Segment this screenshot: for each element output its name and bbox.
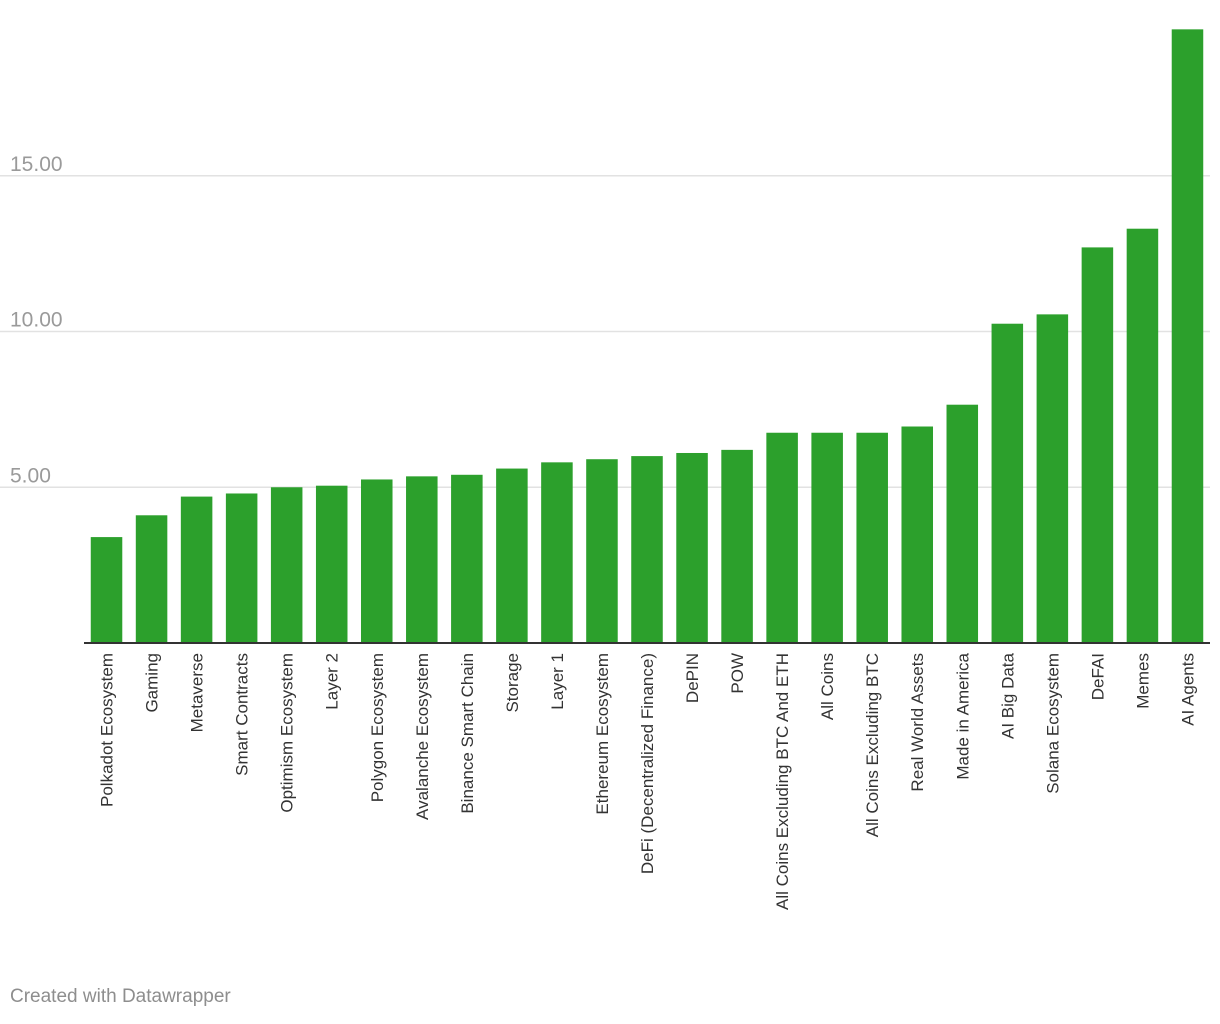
footer-credit: Created with Datawrapper: [10, 986, 231, 1007]
bar-20: [991, 323, 1024, 643]
chart-canvas: 5.00 10.00 15.00 Polkadot Ecosystem Gaming M…: [0, 29, 1210, 910]
bar-14: [721, 449, 753, 643]
x-tick-label-4: Optimism Ecosystem: [278, 653, 297, 813]
x-tick-label-15: All Coins Excluding BTC And ETH: [773, 653, 792, 910]
x-tick-label-9: Storage: [503, 653, 522, 713]
x-tick-label-1: Gaming: [143, 653, 162, 713]
bar-17: [856, 432, 888, 643]
x-tick-label-23: Memes: [1133, 653, 1152, 709]
bar-13: [676, 452, 708, 643]
bar-8: [451, 474, 483, 643]
x-tick-label-2: Metaverse: [188, 653, 207, 732]
bar-3: [225, 493, 258, 643]
x-tick-label-0: Polkadot Ecosystem: [98, 653, 117, 807]
bar-19: [946, 404, 979, 643]
x-tick-label-6: Polygon Ecosystem: [368, 653, 387, 802]
x-tick-label-16: All Coins: [818, 653, 837, 720]
x-tick-label-13: DePIN: [683, 653, 702, 703]
bar-4: [270, 487, 303, 643]
bar-18: [901, 426, 934, 643]
gridlines: 5.00 10.00 15.00: [0, 153, 1210, 488]
bar-0: [90, 537, 123, 643]
x-tick-label-5: Layer 2: [323, 653, 342, 710]
x-tick-label-10: Layer 1: [548, 653, 567, 710]
bar-15: [766, 432, 798, 643]
bar-23: [1126, 228, 1159, 643]
y-tick-label-0: 5.00: [10, 464, 51, 487]
x-tick-label-8: Binance Smart Chain: [458, 653, 477, 814]
x-tick-label-22: DeFAI: [1088, 653, 1107, 700]
x-tick-label-21: Solana Ecosystem: [1043, 653, 1062, 794]
bar-2: [180, 496, 213, 643]
x-tick-label-19: Made in America: [953, 652, 972, 779]
bar-9: [496, 468, 528, 643]
bar-24: [1171, 29, 1204, 644]
bar-22: [1081, 247, 1114, 643]
axes: Polkadot Ecosystem Gaming Metaverse Smart C…: [84, 642, 1210, 910]
y-tick-label-1: 10.00: [10, 309, 63, 332]
y-tick-label-2: 15.00: [10, 153, 63, 176]
bar-16: [811, 432, 843, 643]
x-tick-label-7: Avalanche Ecosystem: [413, 653, 432, 820]
bar-12: [631, 456, 663, 643]
bars: [90, 29, 1204, 644]
bar-1: [135, 515, 168, 643]
bar-7: [406, 476, 438, 643]
bar-6: [360, 479, 393, 643]
x-tick-label-18: Real World Assets: [908, 653, 927, 792]
x-tick-label-3: Smart Contracts: [233, 653, 252, 776]
x-tick-label-12: DeFi (Decentralized Finance): [638, 653, 657, 874]
bar-21: [1036, 314, 1069, 643]
x-tick-label-17: All Coins Excluding BTC: [863, 653, 882, 837]
bar-5: [315, 485, 348, 643]
x-tick-label-20: AI Big Data: [998, 652, 1017, 739]
x-tick-label-14: POW: [728, 653, 747, 694]
x-tick-label-24: AI Agents: [1178, 653, 1197, 726]
bar-10: [541, 462, 573, 643]
bar-11: [586, 459, 618, 643]
x-tick-label-11: Ethereum Ecosystem: [593, 653, 612, 815]
